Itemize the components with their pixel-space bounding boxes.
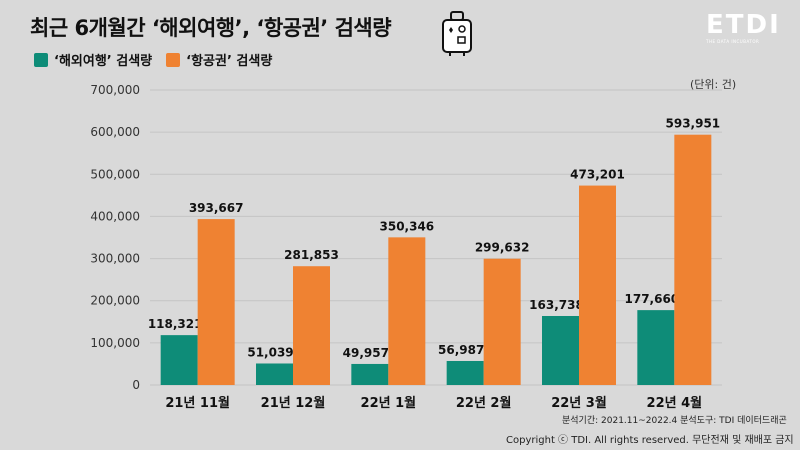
bar-overseas-travel — [351, 363, 389, 385]
legend-swatch-orange — [166, 52, 181, 67]
data-label: 593,951 — [666, 117, 721, 131]
data-label: 281,853 — [284, 248, 339, 262]
x-tick-label: 22년 2월 — [456, 395, 512, 411]
bar-overseas-travel — [446, 360, 484, 385]
bar-overseas-travel — [637, 310, 675, 385]
y-tick-label: 100,000 — [90, 336, 140, 350]
data-label: 350,346 — [380, 219, 435, 233]
x-tick-label: 22년 3월 — [551, 395, 607, 411]
bar-overseas-travel — [256, 363, 293, 385]
x-tick-label: 21년 12월 — [261, 395, 326, 411]
x-tick-label: 22년 1월 — [361, 395, 417, 411]
y-tick-label: 0 — [132, 378, 140, 392]
bar-airfare — [579, 185, 616, 385]
source-note: 분석기간: 2021.11~2022.4 분석도구: TDI 데이터드래곤 — [562, 416, 787, 426]
bar-overseas-travel — [542, 315, 579, 385]
bar-overseas-travel — [160, 335, 198, 385]
y-tick-label: 600,000 — [90, 125, 140, 139]
tdi-logo: ETDI THE DATA INCUBATOR — [706, 12, 782, 44]
x-tick-label: 22년 4월 — [647, 395, 703, 411]
data-label: 49,957 — [343, 346, 389, 360]
chart-title: 최근 6개월간 ‘해외여행’, ‘항공권’ 검색량 — [30, 16, 392, 40]
x-tick-label: 21년 11월 — [165, 395, 230, 411]
copyright-note: Copyright ⓒ TDI. All rights reserved. 무단… — [506, 435, 794, 446]
legend-item-airfare: ‘항공권’ 검색량 — [166, 50, 272, 69]
data-label: 299,632 — [475, 241, 530, 255]
legend-swatch-teal — [34, 52, 48, 67]
suitcase-icon — [442, 11, 472, 56]
data-label: 118,321 — [148, 317, 203, 331]
bar-airfare — [483, 258, 521, 385]
data-label: 473,201 — [570, 168, 625, 182]
unit-label: (단위: 건) — [690, 78, 737, 91]
y-tick-label: 300,000 — [90, 252, 140, 266]
data-label: 177,660 — [625, 292, 680, 306]
bar-airfare — [674, 134, 712, 385]
data-label: 56,987 — [438, 343, 484, 357]
logo-subtitle: THE DATA INCUBATOR — [706, 39, 760, 44]
bar-airfare — [388, 237, 426, 385]
data-label: 393,667 — [189, 201, 244, 215]
y-tick-label: 500,000 — [90, 167, 140, 181]
y-tick-label: 700,000 — [90, 83, 140, 97]
logo-text: ETDI — [706, 10, 781, 40]
bar-airfare — [197, 219, 235, 385]
legend-label: ‘해외여행’ 검색량 — [54, 54, 153, 69]
y-tick-label: 400,000 — [90, 209, 140, 223]
data-label: 51,039 — [247, 345, 293, 359]
legend-label: ‘항공권’ 검색량 — [186, 54, 273, 69]
bar-airfare — [293, 266, 330, 385]
y-tick-label: 200,000 — [90, 294, 140, 308]
legend: ‘해외여행’ 검색량 ‘항공권’ 검색량 — [34, 50, 286, 69]
data-label: 163,738 — [529, 298, 584, 312]
legend-item-overseas-travel: ‘해외여행’ 검색량 — [34, 50, 152, 69]
